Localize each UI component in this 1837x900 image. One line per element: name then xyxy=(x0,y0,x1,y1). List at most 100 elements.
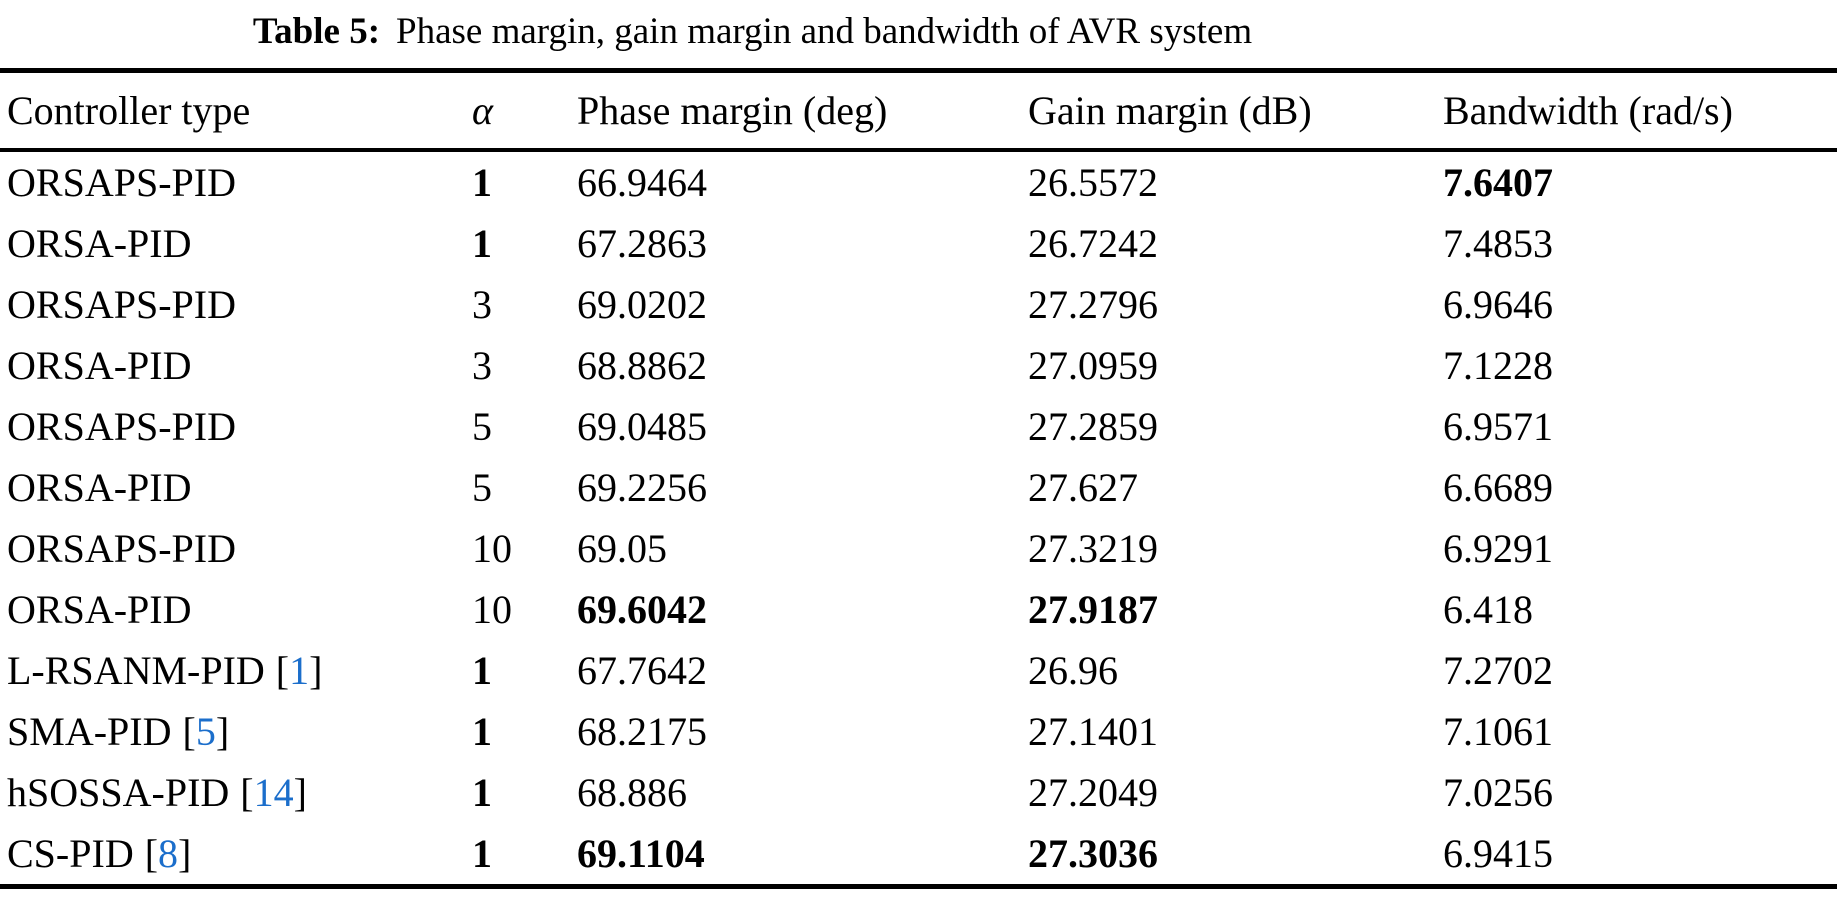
controller-cell: ORSA-PID xyxy=(0,335,472,396)
gain-margin-cell: 26.96 xyxy=(1028,648,1118,693)
controller-name: ORSAPS-PID xyxy=(7,282,236,327)
bandwidth-cell: 6.9415 xyxy=(1443,831,1553,876)
gain-margin-cell: 27.0959 xyxy=(1028,343,1158,388)
citation-open-bracket: [ xyxy=(240,770,254,815)
table-row: ORSA-PID 1 67.2863 26.7242 7.4853 xyxy=(0,213,1837,274)
gain-margin-cell: 27.2049 xyxy=(1028,770,1158,815)
header-row: Controller type α Phase margin (deg) Gai… xyxy=(0,70,1837,152)
alpha-cell: 3 xyxy=(472,343,492,388)
controller-cell: ORSA-PID xyxy=(0,579,472,640)
citation-link[interactable]: 5 xyxy=(195,709,216,754)
controller-name: CS-PID xyxy=(7,831,134,876)
col-header-gain-margin: Gain margin (dB) xyxy=(1028,70,1443,152)
citation-close-bracket: ] xyxy=(293,770,307,815)
controller-name: ORSAPS-PID xyxy=(7,160,236,205)
table-row: hSOSSA-PID [14] 1 68.886 27.2049 7.0256 xyxy=(0,762,1837,823)
gain-margin-cell: 27.3036 xyxy=(1028,831,1158,876)
alpha-cell: 1 xyxy=(472,648,492,693)
bandwidth-cell: 6.9571 xyxy=(1443,404,1553,449)
col-header-controller-type: Controller type xyxy=(0,70,472,152)
bandwidth-cell: 7.4853 xyxy=(1443,221,1553,266)
controller-name: hSOSSA-PID xyxy=(7,770,230,815)
controller-cell: ORSAPS-PID xyxy=(0,150,472,213)
phase-margin-cell: 68.8862 xyxy=(577,343,707,388)
phase-margin-cell: 69.0202 xyxy=(577,282,707,327)
controller-cell: hSOSSA-PID [14] xyxy=(0,762,472,823)
alpha-cell: 5 xyxy=(472,465,492,510)
citation-close-bracket: ] xyxy=(309,648,323,693)
citation-open-bracket: [ xyxy=(182,709,196,754)
controller-name: ORSA-PID xyxy=(7,587,192,632)
bandwidth-cell: 7.0256 xyxy=(1443,770,1553,815)
citation-ref: [1] xyxy=(276,648,323,693)
citation-close-bracket: ] xyxy=(178,831,192,876)
table-body: ORSAPS-PID 1 66.9464 26.5572 7.6407 ORSA… xyxy=(0,150,1837,887)
alpha-cell: 1 xyxy=(472,221,492,266)
caption-label: Table 5: xyxy=(252,11,381,52)
controller-cell: ORSA-PID xyxy=(0,213,472,274)
phase-margin-cell: 69.05 xyxy=(577,526,667,571)
controller-cell: CS-PID [8] xyxy=(0,823,472,887)
gain-margin-cell: 27.2859 xyxy=(1028,404,1158,449)
citation-ref: [14] xyxy=(240,770,307,815)
citation-open-bracket: [ xyxy=(144,831,159,876)
bandwidth-cell: 7.2702 xyxy=(1443,648,1553,693)
bandwidth-cell: 6.9291 xyxy=(1443,526,1553,571)
controller-cell: SMA-PID [5] xyxy=(0,701,472,762)
alpha-cell: 1 xyxy=(472,770,492,815)
phase-margin-cell: 69.1104 xyxy=(577,831,705,876)
alpha-cell: 10 xyxy=(472,526,512,571)
bandwidth-cell: 6.6689 xyxy=(1443,465,1553,510)
gain-margin-cell: 27.1401 xyxy=(1028,709,1158,754)
phase-margin-cell: 69.0485 xyxy=(577,404,707,449)
col-header-bandwidth: Bandwidth (rad/s) xyxy=(1443,70,1837,152)
alpha-cell: 1 xyxy=(472,160,492,205)
alpha-cell: 3 xyxy=(472,282,492,327)
alpha-cell: 1 xyxy=(472,831,492,876)
phase-margin-cell: 67.7642 xyxy=(577,648,707,693)
controller-name: L-RSANM-PID xyxy=(7,648,265,693)
phase-margin-cell: 68.2175 xyxy=(577,709,707,754)
citation-open-bracket: [ xyxy=(275,648,290,693)
bandwidth-cell: 7.6407 xyxy=(1443,160,1553,205)
controller-name: ORSAPS-PID xyxy=(7,404,236,449)
col-header-phase-margin: Phase margin (deg) xyxy=(577,70,1028,152)
citation-link[interactable]: 14 xyxy=(253,770,294,815)
table-caption: Table 5: Phase margin, gain margin and ba… xyxy=(0,2,1505,62)
bandwidth-cell: 6.418 xyxy=(1443,587,1533,632)
table-row: ORSAPS-PID 10 69.05 27.3219 6.9291 xyxy=(0,518,1837,579)
gain-margin-cell: 26.5572 xyxy=(1028,160,1158,205)
table-row: SMA-PID [5] 1 68.2175 27.1401 7.1061 xyxy=(0,701,1837,762)
controller-cell: ORSA-PID xyxy=(0,457,472,518)
controller-name: SMA-PID xyxy=(7,709,172,754)
caption-text: Phase margin, gain margin and bandwidth … xyxy=(396,11,1253,52)
phase-margin-cell: 67.2863 xyxy=(577,221,707,266)
phase-margin-cell: 69.2256 xyxy=(577,465,707,510)
controller-name: ORSA-PID xyxy=(7,343,192,388)
phase-margin-cell: 66.9464 xyxy=(577,160,707,205)
alpha-cell: 10 xyxy=(472,587,512,632)
controller-name: ORSA-PID xyxy=(7,465,192,510)
controller-cell: ORSAPS-PID xyxy=(0,518,472,579)
controller-name: ORSA-PID xyxy=(7,221,192,266)
controller-cell: L-RSANM-PID [1] xyxy=(0,640,472,701)
citation-close-bracket: ] xyxy=(215,709,230,754)
controller-name: ORSAPS-PID xyxy=(7,526,236,571)
bandwidth-cell: 6.9646 xyxy=(1443,282,1553,327)
table-row: ORSAPS-PID 5 69.0485 27.2859 6.9571 xyxy=(0,396,1837,457)
gain-margin-cell: 27.3219 xyxy=(1028,526,1158,571)
table-row: ORSA-PID 3 68.8862 27.0959 7.1228 xyxy=(0,335,1837,396)
citation-link[interactable]: 8 xyxy=(158,831,179,876)
table-row: ORSAPS-PID 1 66.9464 26.5572 7.6407 xyxy=(0,150,1837,213)
alpha-cell: 1 xyxy=(472,709,492,754)
citation-link[interactable]: 1 xyxy=(289,648,310,693)
citation-ref: [8] xyxy=(145,831,192,876)
table-row: L-RSANM-PID [1] 1 67.7642 26.96 7.2702 xyxy=(0,640,1837,701)
phase-margin-cell: 68.886 xyxy=(577,770,687,815)
gain-margin-cell: 26.7242 xyxy=(1028,221,1158,266)
table-row: ORSAPS-PID 3 69.0202 27.2796 6.9646 xyxy=(0,274,1837,335)
gain-margin-cell: 27.9187 xyxy=(1028,587,1158,632)
gain-margin-cell: 27.627 xyxy=(1028,465,1138,510)
bandwidth-cell: 7.1228 xyxy=(1443,343,1553,388)
alpha-cell: 5 xyxy=(472,404,492,449)
